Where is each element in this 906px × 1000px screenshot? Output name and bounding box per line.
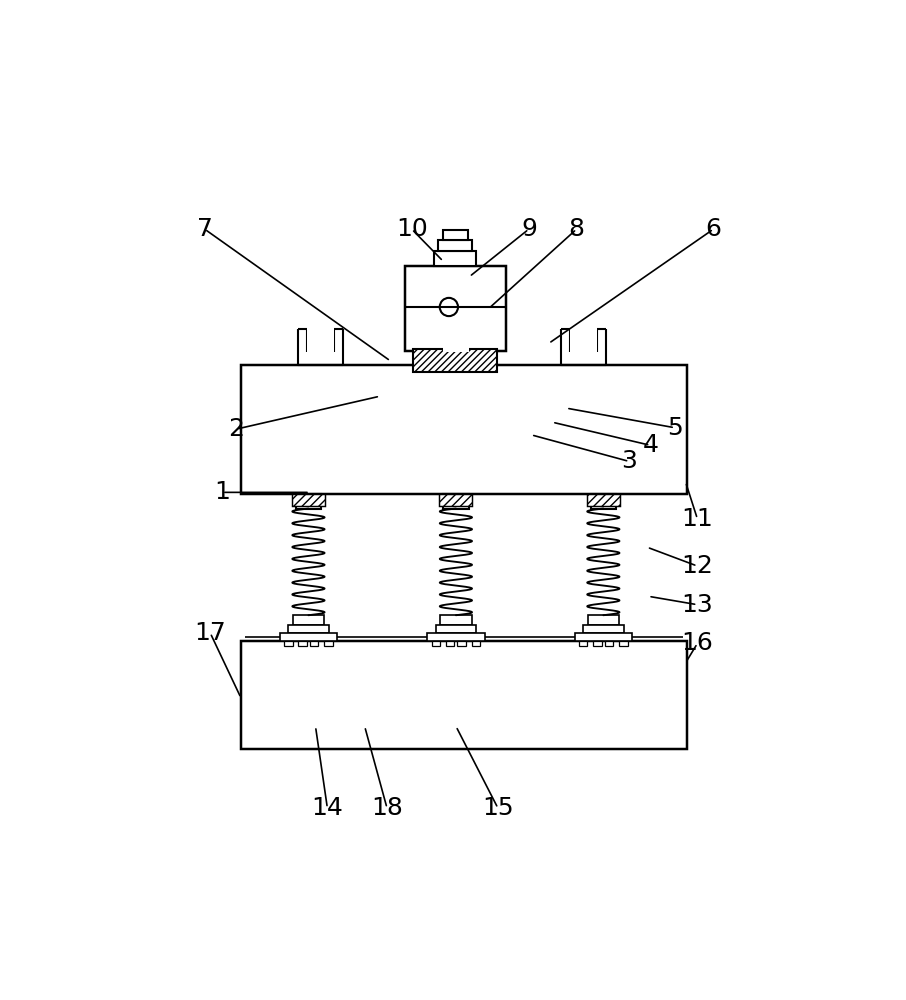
Bar — [431, 641, 440, 646]
Text: 18: 18 — [371, 796, 403, 820]
Text: 13: 13 — [681, 593, 713, 617]
Bar — [574, 633, 632, 641]
Bar — [583, 625, 623, 633]
Bar — [298, 641, 307, 646]
Bar — [458, 641, 466, 646]
Text: 8: 8 — [569, 217, 584, 241]
Bar — [440, 615, 472, 625]
Bar — [443, 494, 468, 509]
Text: 11: 11 — [681, 507, 713, 531]
Text: 10: 10 — [396, 217, 428, 241]
Bar — [439, 240, 472, 251]
Bar — [413, 349, 497, 372]
Bar — [284, 641, 293, 646]
Bar — [446, 641, 454, 646]
Bar — [241, 641, 687, 749]
Text: 5: 5 — [667, 416, 683, 440]
Bar — [571, 329, 597, 352]
Bar — [241, 365, 687, 494]
Text: 3: 3 — [622, 449, 637, 473]
Text: 7: 7 — [197, 217, 213, 241]
Bar — [307, 329, 333, 352]
Bar — [579, 641, 587, 646]
Bar — [605, 641, 613, 646]
Bar — [295, 494, 321, 509]
Bar — [292, 494, 325, 506]
Bar — [280, 633, 337, 641]
Bar — [436, 625, 476, 633]
Bar — [593, 641, 602, 646]
Text: 9: 9 — [521, 217, 537, 241]
Bar — [434, 251, 477, 266]
Bar — [427, 633, 485, 641]
Text: 6: 6 — [706, 217, 721, 241]
Bar — [472, 641, 480, 646]
Text: 16: 16 — [681, 631, 713, 655]
Bar — [443, 230, 467, 240]
Bar — [439, 494, 472, 506]
Bar — [310, 641, 318, 646]
Bar — [442, 329, 469, 352]
Text: 15: 15 — [482, 796, 514, 820]
Bar — [587, 615, 619, 625]
Bar — [293, 615, 324, 625]
Text: 12: 12 — [681, 554, 713, 578]
Text: 4: 4 — [642, 433, 659, 457]
Text: 14: 14 — [312, 796, 343, 820]
Bar — [591, 494, 616, 509]
Bar — [288, 625, 329, 633]
Bar — [587, 494, 620, 506]
Text: 1: 1 — [214, 480, 230, 504]
Text: 17: 17 — [194, 621, 226, 645]
Bar — [405, 266, 506, 351]
Bar — [324, 641, 333, 646]
Text: 2: 2 — [228, 417, 244, 441]
Bar — [620, 641, 628, 646]
